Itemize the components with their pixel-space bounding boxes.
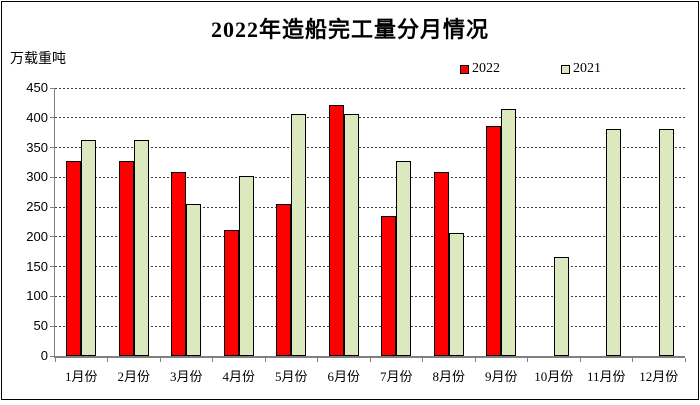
bar-2021-3月份 — [186, 203, 202, 356]
legend-item-2021: 2021 — [561, 61, 601, 77]
x-axis-tick — [527, 357, 528, 362]
y-axis-tick-label: 400 — [26, 109, 48, 125]
x-axis-tick — [264, 357, 266, 362]
x-axis-tick — [159, 357, 161, 362]
gridline-250 — [55, 206, 685, 208]
x-axis-tick-label: 6月份 — [327, 369, 360, 384]
bar-2022-7月份 — [381, 216, 397, 356]
x-axis-tick-label: 5月份 — [274, 369, 308, 384]
y-axis-tick — [50, 87, 55, 89]
y-axis-tick-label: 250 — [26, 199, 48, 215]
x-axis-tick — [107, 357, 108, 362]
bar-2021-1月份 — [81, 139, 97, 356]
x-axis-tick-label: 1月份 — [64, 369, 98, 384]
x-axis-tick-label: 8月份 — [432, 369, 465, 384]
legend-item-2022: 2022 — [460, 61, 500, 77]
legend-label-2021: 2021 — [573, 61, 601, 76]
y-axis-tick — [50, 147, 55, 149]
bar-2022-9月份 — [486, 125, 502, 356]
y-axis-tick — [50, 206, 55, 208]
y-axis-tick — [50, 295, 55, 297]
x-axis-tick-label: 10月份 — [534, 369, 574, 384]
x-axis-line — [53, 356, 685, 358]
legend-swatch-2021 — [561, 64, 570, 74]
y-axis-tick — [50, 236, 55, 238]
y-axis-tick — [50, 266, 55, 268]
bar-2021-4月份 — [238, 175, 254, 356]
y-axis-tick-label: 300 — [26, 169, 48, 185]
bar-2022-4月份 — [223, 230, 239, 356]
x-axis-tick — [474, 357, 476, 362]
x-axis-tick — [317, 357, 318, 362]
gridline-450 — [55, 87, 685, 89]
y-axis-tick — [50, 117, 55, 119]
y-axis-tick — [50, 325, 55, 327]
gridline-200 — [55, 236, 685, 238]
bar-2022-5月份 — [276, 203, 292, 356]
bar-2021-7月份 — [396, 160, 412, 356]
bar-2021-6月份 — [343, 114, 359, 356]
gridline-350 — [55, 147, 685, 149]
legend-swatch-2022 — [460, 64, 469, 74]
y-axis-tick-label: 200 — [26, 228, 48, 244]
y-axis-tick-label: 450 — [26, 80, 48, 95]
bar-2022-3月份 — [171, 171, 187, 356]
y-axis-tick-label: 350 — [26, 139, 48, 155]
bar-2022-1月份 — [66, 161, 82, 356]
y-axis-tick-label: 0 — [40, 348, 48, 363]
bar-2021-5月份 — [291, 114, 307, 356]
x-axis-tick-label: 12月份 — [639, 369, 679, 384]
bar-2021-2月份 — [133, 139, 149, 356]
y-axis-line — [53, 88, 55, 358]
gridline-50 — [55, 325, 685, 327]
bar-2022-6月份 — [328, 104, 344, 356]
x-axis-tick — [684, 357, 686, 362]
y-axis-tick — [50, 176, 55, 178]
chart-title: 2022年造船完工量分月情况 — [210, 17, 489, 42]
bar-2021-9月份 — [501, 109, 517, 356]
gridline-400 — [55, 117, 685, 119]
legend-label-2022: 2022 — [472, 61, 500, 76]
x-axis-tick-label: 3月份 — [169, 369, 203, 384]
gridline-100 — [55, 295, 685, 297]
y-axis-unit-label: 万载重吨 — [10, 52, 66, 67]
y-axis-tick-label: 100 — [26, 288, 48, 304]
bar-2021-10月份 — [553, 257, 569, 356]
x-axis-tick-label: 4月份 — [222, 369, 255, 384]
x-axis-tick-label: 11月份 — [586, 369, 626, 384]
x-axis-tick — [579, 357, 581, 362]
gridline-150 — [55, 266, 685, 268]
gridline-300 — [55, 176, 685, 178]
bar-2021-11月份 — [606, 129, 622, 356]
x-axis-tick-label: 2月份 — [117, 369, 150, 384]
y-axis-tick-label: 150 — [26, 258, 48, 274]
y-axis-tick — [50, 355, 55, 357]
x-axis-tick — [212, 357, 213, 362]
x-axis-tick-label: 9月份 — [484, 369, 518, 384]
x-axis-tick — [632, 357, 633, 362]
x-axis-tick — [369, 357, 371, 362]
bar-2021-12月份 — [658, 129, 674, 356]
bar-2022-8月份 — [433, 171, 449, 356]
x-axis-tick-label: 7月份 — [379, 369, 413, 384]
bar-2021-8月份 — [448, 232, 464, 356]
y-axis-tick-label: 50 — [33, 318, 48, 334]
bar-2022-2月份 — [118, 160, 134, 356]
x-axis-tick — [422, 357, 423, 362]
x-axis-tick — [54, 357, 56, 362]
